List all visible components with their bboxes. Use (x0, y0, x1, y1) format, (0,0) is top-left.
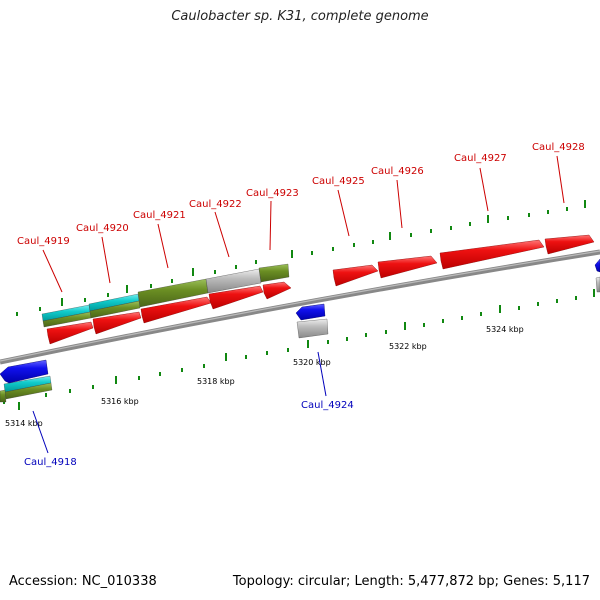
gene-arrow-caul-4922[interactable] (208, 285, 264, 310)
minus-strand-genes (0, 258, 600, 384)
feature-grey-4922 (205, 268, 262, 294)
gene-arrow-caul-4918[interactable] (0, 359, 49, 384)
feature-grey-4924 (296, 318, 329, 339)
gene-label-caul-4923[interactable]: Caul_4923 (246, 188, 299, 199)
gene-arrow-caul-4928[interactable] (544, 234, 595, 255)
gene-label-caul-4928[interactable]: Caul_4928 (532, 142, 585, 153)
gene-arrow-caul-4919[interactable] (46, 321, 94, 345)
label-leader-lines-plus (42, 155, 565, 293)
kbp-label: 5314 kbp (5, 419, 43, 428)
kbp-label: 5318 kbp (197, 377, 235, 386)
gene-arrow-caul-4920[interactable] (92, 311, 142, 335)
gene-arrow-caul-4921[interactable] (140, 296, 212, 324)
gene-label-caul-4919[interactable]: Caul_4919 (17, 236, 70, 247)
genome-summary-text: Topology: circular; Length: 5,477,872 bp… (232, 574, 590, 589)
gene-arrow-caul-4926[interactable] (377, 255, 438, 279)
feature-grey-edge (595, 276, 600, 293)
gene-arrow-caul-4923[interactable] (262, 281, 292, 300)
kbp-label: 5320 kbp (293, 358, 331, 367)
gene-label-caul-4918[interactable]: Caul_4918 (24, 457, 77, 468)
plus-strand-genes (46, 234, 595, 345)
kbp-label: 5322 kbp (389, 342, 427, 351)
gene-arrow-caul-4927[interactable] (439, 239, 545, 270)
gene-label-caul-4922[interactable]: Caul_4922 (189, 199, 242, 210)
gene-label-caul-4921[interactable]: Caul_4921 (133, 210, 186, 221)
accession-text: Accession: NC_010338 (9, 574, 157, 589)
feature-bars (0, 263, 600, 403)
genome-backbone (0, 249, 600, 365)
gene-label-caul-4925[interactable]: Caul_4925 (312, 176, 365, 187)
gene-label-caul-4920[interactable]: Caul_4920 (76, 223, 129, 234)
genome-backbone-highlight (0, 250, 600, 362)
tick-row-upper (16, 200, 586, 316)
tick-row-lower (3, 289, 595, 410)
feature-olive-4920 (89, 300, 141, 319)
gene-arrow-caul-4925[interactable] (332, 264, 379, 287)
gene-arrow-caul-4924[interactable] (295, 303, 326, 321)
kbp-label: 5316 kbp (101, 397, 139, 406)
gene-label-caul-4924[interactable]: Caul_4924 (301, 400, 354, 411)
feature-olive-edge (0, 389, 7, 403)
feature-olive-4923 (258, 263, 290, 283)
label-leader-lines-minus (32, 351, 327, 454)
gene-label-caul-4926[interactable]: Caul_4926 (371, 166, 424, 177)
kbp-label: 5324 kbp (486, 325, 524, 334)
gene-label-caul-4927[interactable]: Caul_4927 (454, 153, 507, 164)
gene-arrow-edge[interactable] (594, 258, 600, 273)
map-title: Caulobacter sp. K31, complete genome (171, 9, 429, 24)
